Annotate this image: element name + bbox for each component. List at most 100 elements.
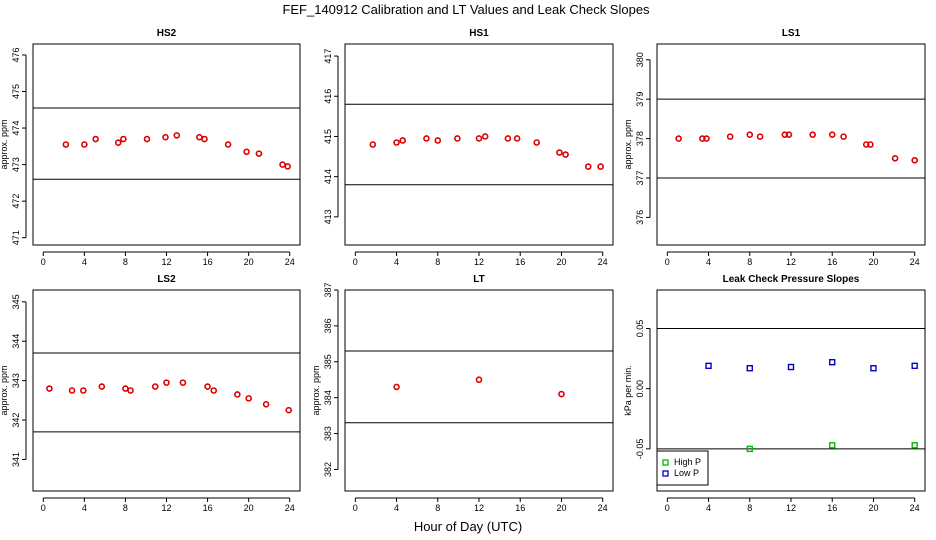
y-tick-label: 475 — [11, 84, 21, 99]
panel-title: Leak Check Pressure Slopes — [723, 274, 860, 285]
y-axis-label: kPa per min. — [623, 365, 633, 416]
x-tick-label: 16 — [827, 257, 837, 267]
x-tick-label: 16 — [827, 503, 837, 513]
y-axis-label: approx. ppm — [623, 119, 633, 169]
y-tick-label: 344 — [11, 334, 21, 349]
x-tick-label: 4 — [394, 503, 399, 513]
data-point — [143, 135, 151, 143]
panel-title: LS2 — [157, 274, 176, 285]
y-tick-label: 471 — [11, 230, 21, 245]
legend-marker — [662, 470, 669, 477]
panel-title: HS2 — [157, 28, 177, 39]
data-point — [911, 442, 918, 449]
data-point — [699, 135, 706, 142]
y-tick-label: 413 — [323, 209, 333, 224]
data-point — [92, 135, 99, 143]
x-tick-label: 16 — [515, 503, 525, 513]
data-point — [675, 135, 682, 142]
data-point — [562, 151, 569, 158]
y-tick-label: 416 — [323, 89, 333, 104]
data-point — [234, 391, 241, 398]
data-point — [68, 387, 76, 394]
data-point — [746, 131, 754, 138]
data-point — [829, 442, 836, 449]
y-tick-label: 383 — [323, 426, 333, 441]
x-tick-label: 24 — [598, 257, 608, 267]
data-point — [393, 139, 400, 146]
data-point — [224, 141, 232, 148]
y-tick-label: 345 — [11, 294, 21, 309]
x-tick-label: 16 — [203, 257, 213, 267]
data-point — [705, 362, 712, 370]
x-tick-label: 4 — [394, 257, 399, 267]
data-point — [454, 135, 461, 142]
data-point — [746, 365, 753, 372]
legend-box — [656, 450, 709, 486]
data-point — [891, 154, 899, 162]
y-tick-label: -0.05 — [635, 439, 645, 460]
y-tick-label: 472 — [11, 194, 21, 209]
data-point — [513, 135, 521, 142]
plot-frame — [32, 43, 301, 246]
data-point — [163, 379, 170, 386]
x-tick-label: 8 — [747, 257, 752, 267]
x-tick-label: 24 — [910, 503, 920, 513]
data-point — [245, 395, 252, 402]
x-tick-label: 8 — [123, 503, 128, 513]
legend-label: Low P — [674, 468, 699, 478]
y-tick-label: 414 — [323, 169, 333, 184]
data-point — [703, 135, 710, 142]
y-tick-label: 415 — [323, 129, 333, 144]
data-point — [98, 383, 106, 390]
x-tick-label: 24 — [285, 503, 295, 513]
x-tick-label: 12 — [474, 503, 484, 513]
legend-marker — [662, 459, 669, 466]
panel-title: LS1 — [782, 28, 801, 39]
data-point — [279, 161, 286, 168]
y-tick-label: 377 — [635, 170, 645, 185]
data-point — [556, 149, 563, 156]
y-tick-label: 384 — [323, 390, 333, 405]
data-point — [393, 383, 400, 391]
data-point — [781, 131, 789, 138]
data-point — [829, 359, 836, 366]
data-point — [399, 137, 407, 144]
x-tick-label: 24 — [910, 257, 920, 267]
y-tick-label: 382 — [323, 462, 333, 477]
data-point — [558, 390, 565, 398]
x-tick-label: 8 — [123, 257, 128, 267]
chart-panel-ls1: LS1 0 4 8 12 16 20 24 376 377 378 379 380 approx. ppm — [623, 28, 926, 267]
data-point — [870, 365, 877, 372]
data-point — [867, 141, 874, 148]
x-tick-label: 0 — [41, 503, 46, 513]
y-tick-label: 386 — [323, 318, 333, 333]
x-tick-label: 8 — [435, 257, 440, 267]
data-point — [911, 362, 918, 370]
data-point — [127, 387, 134, 394]
x-tick-label: 20 — [868, 257, 878, 267]
data-point — [746, 445, 753, 453]
data-point — [173, 132, 181, 139]
data-point — [597, 163, 604, 170]
x-tick-label: 24 — [598, 503, 608, 513]
data-point — [756, 133, 764, 140]
chart-panel-leak-check-pressure-slopes: Leak Check Pressure Slopes 0 4 8 12 16 20 24 -0.… — [623, 274, 926, 513]
x-tick-label: 4 — [706, 503, 711, 513]
y-tick-label: 0.05 — [635, 320, 645, 338]
data-point — [122, 385, 129, 392]
y-axis-label: approx. ppm — [311, 365, 321, 415]
data-point — [785, 131, 793, 138]
chart-panel-hs2: HS2 0 4 8 12 16 20 24 471 472 473 474 475 476 approx. … — [0, 28, 301, 267]
data-point — [726, 133, 734, 140]
data-point — [584, 163, 592, 170]
data-point — [434, 137, 442, 144]
data-point — [504, 135, 512, 142]
y-tick-label: 417 — [323, 49, 333, 64]
x-tick-label: 12 — [161, 257, 171, 267]
data-point — [80, 387, 87, 394]
data-point — [911, 156, 918, 164]
data-point — [423, 135, 430, 142]
x-tick-label: 16 — [515, 257, 525, 267]
